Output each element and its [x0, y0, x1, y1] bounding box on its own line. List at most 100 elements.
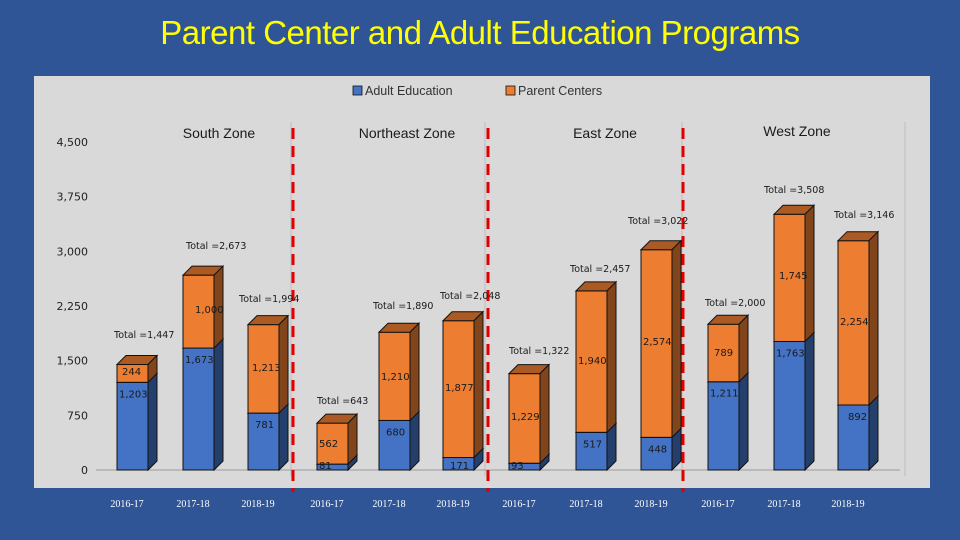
adult-education-bar-side	[409, 410, 420, 472]
adult-education-bar-side	[213, 337, 224, 472]
adult-education-bar	[706, 371, 750, 472]
parent-centers-value-label: 2,254	[840, 317, 869, 328]
adult-education-bar-front	[837, 404, 870, 471]
parent-centers-bar	[507, 363, 551, 465]
page-title: Parent Center and Adult Education Progra…	[160, 14, 800, 51]
legend-item[interactable]: Parent Centers	[505, 84, 602, 98]
y-tick-label: 1,500	[57, 355, 89, 368]
adult-education-bar-side	[804, 331, 815, 472]
y-tick-label: 750	[67, 409, 88, 422]
parent-centers-bar	[315, 412, 359, 466]
year-label: 2017-18	[176, 499, 209, 510]
year-label: 2018-19	[831, 499, 864, 510]
y-tick-label: 0	[81, 464, 88, 477]
zone-label: East Zone	[573, 125, 637, 141]
year-label: 2016-17	[310, 499, 343, 510]
parent-centers-bar-side	[738, 314, 749, 383]
parent-centers-value-label: 244	[122, 367, 141, 378]
parent-centers-bar	[181, 264, 225, 350]
total-label: Total =2,673	[185, 241, 246, 252]
adult-education-bar-front	[575, 431, 608, 471]
zone-labels: South Zone Northeast Zone East Zone West Zo…	[183, 123, 831, 141]
zone-label: South Zone	[183, 125, 256, 141]
year-label: 2017-18	[372, 499, 405, 510]
parent-centers-bar	[706, 314, 750, 383]
year-label: 2018-19	[634, 499, 667, 510]
legend-item[interactable]: Adult Education	[352, 84, 453, 98]
adult-education-bar-side	[738, 371, 749, 472]
parent-centers-bar	[574, 280, 618, 434]
bars-group	[115, 204, 880, 472]
adult-education-bar-side	[147, 372, 158, 472]
adult-education-value-label: 517	[583, 439, 602, 450]
adult-education-value-label: 1,673	[185, 355, 214, 366]
parent-centers-bar-front	[442, 320, 475, 459]
parent-centers-bar	[772, 204, 816, 343]
parent-centers-bar-side	[539, 363, 550, 465]
adult-education-bar-side	[868, 394, 879, 472]
adult-education-value-label: 781	[255, 420, 274, 431]
adult-education-bar	[115, 372, 159, 472]
year-label: 2016-17	[110, 499, 143, 510]
parent-centers-value-label: 1,877	[445, 383, 474, 394]
parent-centers-bar-side	[147, 354, 158, 384]
adult-education-value-label: 93	[511, 461, 524, 472]
adult-education-bar-side	[278, 402, 289, 472]
y-axis: 0 750 1,500 2,250 3,000 3,750 4,500	[57, 136, 89, 477]
legend-label: Parent Centers	[518, 84, 602, 98]
parent-centers-bar	[377, 322, 421, 422]
total-label: Total =2,048	[439, 291, 500, 302]
parent-centers-value-label: 789	[714, 348, 733, 359]
adult-education-bar	[181, 337, 225, 472]
parent-centers-bar-side	[473, 310, 484, 459]
value-labels: 1,203 244 Total =1,447 1,673 1,000 Total =2,6…	[113, 185, 894, 472]
legend[interactable]: Adult Education Parent Centers	[352, 84, 602, 98]
adult-education-value-label: 680	[386, 427, 405, 438]
zone-label: West Zone	[763, 123, 831, 139]
total-label: Total =1,994	[238, 294, 299, 305]
y-tick-label: 3,750	[57, 191, 89, 204]
year-label: 2016-17	[701, 499, 734, 510]
parent-centers-bar-side	[278, 314, 289, 415]
total-label: Total =3,146	[833, 210, 894, 221]
y-tick-label: 4,500	[57, 136, 89, 149]
adult-education-bar	[772, 331, 816, 472]
legend-swatch	[505, 85, 516, 96]
adult-education-value-label: 1,203	[119, 389, 148, 400]
adult-education-value-label: 1,211	[710, 389, 739, 400]
year-label: 2017-18	[767, 499, 800, 510]
zone-dividers	[291, 128, 685, 492]
parent-centers-value-label: 1,745	[779, 271, 808, 282]
year-label: 2018-19	[436, 499, 469, 510]
adult-education-value-label: 1,763	[776, 348, 805, 359]
total-label: Total =3,022	[627, 216, 688, 227]
parent-centers-bar	[836, 230, 880, 407]
adult-education-value-label: 448	[648, 444, 667, 455]
parent-centers-bar-side	[804, 204, 815, 343]
zone-label: Northeast Zone	[359, 125, 456, 141]
total-label: Total =1,890	[372, 301, 433, 312]
parent-centers-value-label: 1,000	[195, 305, 224, 316]
parent-centers-bar-side	[671, 239, 682, 439]
parent-centers-bar	[115, 354, 159, 384]
parent-centers-value-label: 1,213	[252, 363, 281, 374]
parent-centers-bar	[246, 314, 290, 415]
total-label: Total =2,000	[704, 298, 765, 309]
total-label: Total =643	[316, 396, 368, 407]
total-label: Total =1,447	[113, 330, 174, 341]
parent-centers-bar-side	[868, 230, 879, 407]
parent-centers-bar-front	[773, 213, 806, 342]
parent-centers-bar-front	[575, 290, 608, 433]
parent-centers-bar-side	[409, 322, 420, 422]
legend-label: Adult Education	[365, 84, 453, 98]
y-tick-label: 3,000	[57, 245, 89, 258]
total-label: Total =1,322	[508, 346, 569, 357]
total-label: Total =2,457	[569, 264, 630, 275]
adult-education-bar	[836, 394, 880, 472]
parent-centers-value-label: 562	[319, 439, 338, 450]
parent-centers-bar-side	[347, 412, 358, 466]
year-label: 2017-18	[569, 499, 602, 510]
year-label: 2016-17	[502, 499, 535, 510]
x-axis-labels: 2016-17 2017-18 2018-19 2016-17 2017-18 2018-…	[110, 499, 864, 510]
